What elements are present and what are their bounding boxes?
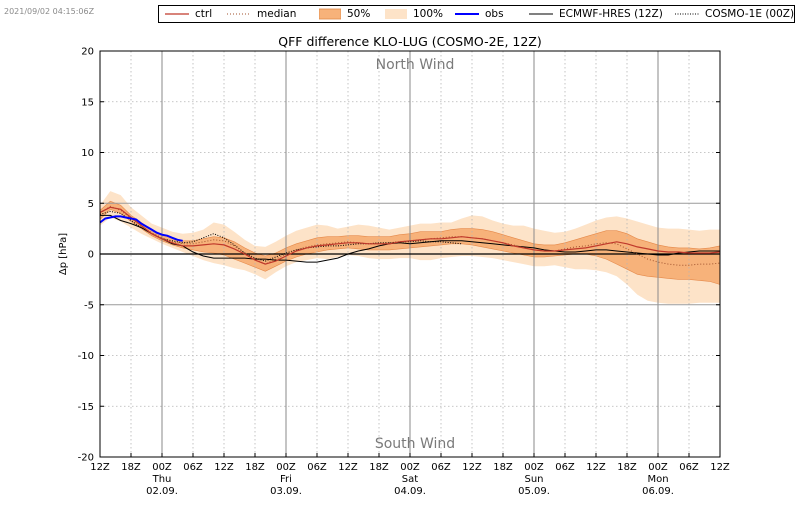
legend-swatch-100 (385, 9, 407, 19)
south-wind-label: South Wind (375, 436, 455, 452)
x-tick-label: 12Z (90, 462, 110, 473)
legend-swatch-ctrl (165, 13, 189, 15)
legend-swatch-ecmwf (529, 13, 553, 15)
legend-item-median: median (227, 6, 296, 22)
obs-line (99, 215, 183, 242)
legend-label-obs: obs (485, 8, 504, 20)
x-tick-label: 06Z (183, 462, 203, 473)
legend-item-cosmo1e: COSMO-1E (00Z) (675, 6, 794, 22)
y-axis-label: Δp [hPa] (58, 233, 69, 275)
day-label: Fri (280, 474, 292, 485)
legend-item-ctrl: ctrl (165, 6, 212, 22)
date-label: 04.09. (394, 486, 426, 497)
x-tick-label: 00Z (276, 462, 296, 473)
x-tick-label: 00Z (400, 462, 420, 473)
y-tick-label: -15 (78, 402, 94, 413)
x-tick-label: 12Z (586, 462, 606, 473)
x-tick-label: 12Z (710, 462, 730, 473)
legend-item-100: 100% (385, 6, 443, 22)
y-tick-label: 10 (81, 148, 94, 159)
date-label: 05.09. (518, 486, 550, 497)
x-tick-label: 00Z (524, 462, 544, 473)
series-layer (99, 205, 721, 266)
x-tick-label: 18Z (493, 462, 513, 473)
day-label: Mon (647, 474, 668, 485)
date-label: 06.09. (642, 486, 674, 497)
x-tick-label: 18Z (245, 462, 265, 473)
legend-label-100: 100% (413, 8, 444, 20)
legend: ctrl median 50% 100% obs ECMWF-HRES (12Z… (158, 5, 795, 23)
legend-swatch-obs (455, 13, 479, 15)
x-tick-label: 18Z (617, 462, 637, 473)
x-tick-label: 06Z (431, 462, 451, 473)
y-tick-label: 20 (81, 47, 94, 58)
legend-label-cosmo1e: COSMO-1E (00Z) (705, 8, 795, 20)
grid-layer (100, 51, 720, 457)
timestamp: 2021/09/02 04:15:06Z (4, 7, 95, 16)
legend-label-ecmwf: ECMWF-HRES (12Z) (559, 8, 663, 20)
day-label: Sun (524, 474, 543, 485)
legend-item-obs: obs (455, 6, 504, 22)
y-tick-label: 5 (88, 199, 94, 210)
x-tick-label: 06Z (555, 462, 575, 473)
date-label: 02.09. (146, 486, 178, 497)
legend-swatch-50 (319, 8, 341, 20)
y-tick-label: -10 (78, 351, 94, 362)
x-tick-label: 12Z (214, 462, 234, 473)
legend-item-50: 50% (319, 6, 370, 22)
y-tick-label: 0 (88, 250, 94, 261)
y-tick-label: -20 (78, 453, 94, 464)
day-label: Sat (402, 474, 418, 485)
x-tick-label: 12Z (462, 462, 482, 473)
x-tick-label: 00Z (648, 462, 668, 473)
y-axis: 20 15 10 5 0 -5 -10 -15 -20 (78, 47, 720, 464)
legend-label-ctrl: ctrl (195, 8, 213, 20)
legend-item-ecmwf: ECMWF-HRES (12Z) (529, 6, 663, 22)
ctrl-line (99, 206, 721, 265)
legend-swatch-median (227, 13, 251, 15)
y-tick-label: -5 (84, 300, 94, 311)
ecmwf-hres-line (100, 214, 720, 263)
x-tick-label: 00Z (152, 462, 172, 473)
x-tick-label: 18Z (121, 462, 141, 473)
legend-swatch-cosmo1e (675, 13, 699, 15)
legend-label-median: median (257, 8, 297, 20)
date-label: 03.09. (270, 486, 302, 497)
x-tick-label: 06Z (679, 462, 699, 473)
day-label: Thu (152, 474, 172, 485)
x-tick-label: 18Z (369, 462, 389, 473)
x-tick-label: 06Z (307, 462, 327, 473)
chart-title: QFF difference KLO-LUG (COSMO-2E, 12Z) (278, 34, 541, 49)
legend-label-50: 50% (347, 8, 371, 20)
x-tick-label: 12Z (338, 462, 358, 473)
north-wind-label: North Wind (376, 57, 455, 73)
x-axis: 12Z 18Z 00Z 06Z 12Z 18Z 00Z 06Z 12Z 18Z 00Z 06Z 12Z 1… (90, 453, 730, 497)
y-tick-label: 15 (81, 97, 94, 108)
